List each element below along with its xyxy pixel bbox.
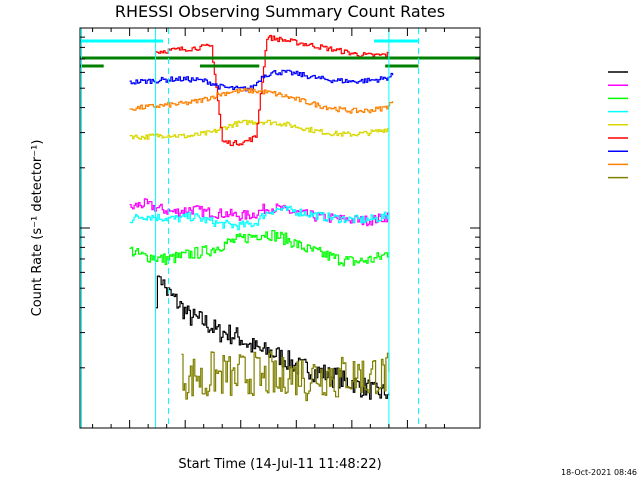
x-axis-title: Start Time (14-Jul-11 11:48:22) — [178, 457, 381, 472]
chart-title: RHESSI Observing Summary Count Rates — [115, 2, 445, 21]
series-line-5 — [155, 34, 390, 147]
plot-series-group — [129, 34, 394, 402]
axis-ticks — [80, 27, 480, 429]
series-line-2 — [129, 230, 390, 267]
plot-frame — [79, 27, 481, 429]
series-line-8 — [181, 350, 390, 402]
series-line-6 — [129, 69, 394, 92]
legend — [608, 71, 628, 179]
footer-timestamp: 18-Oct-2021 08:46 — [561, 468, 637, 477]
series-line-3 — [129, 205, 390, 231]
y-axis-title: Count Rate (s⁻¹ detector⁻¹) — [30, 140, 45, 317]
series-line-4 — [129, 119, 390, 140]
series-line-1 — [129, 198, 390, 227]
series-line-0 — [155, 275, 390, 400]
series-line-7 — [129, 87, 394, 114]
instrument-state-markers — [80, 28, 480, 428]
